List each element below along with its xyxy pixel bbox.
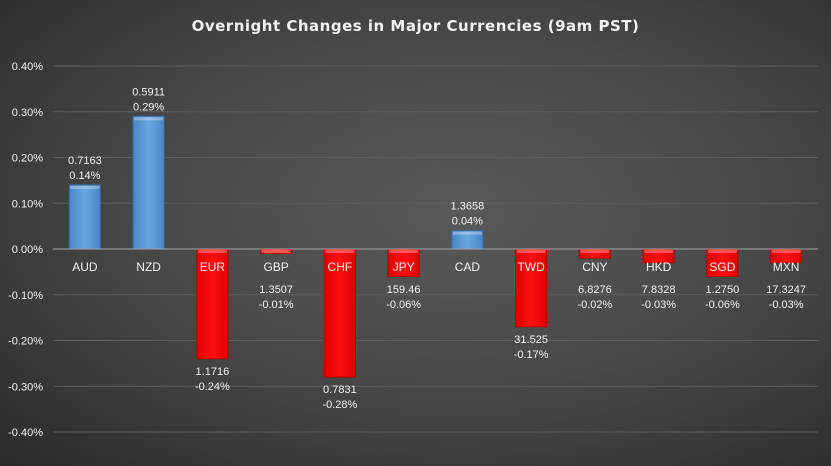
x-tick-label: AUD [72,260,98,274]
bar-highlight [707,250,737,253]
y-tick-label: -0.20% [8,336,43,348]
y-tick-label: 0.00% [12,244,43,256]
value-label: -0.01% [259,299,294,311]
y-tick-label: 0.20% [12,153,43,165]
x-tick-label: NZD [136,260,161,274]
rate-label: 0.7163 [68,155,102,167]
rate-label: 1.3507 [259,284,293,296]
value-label: -0.28% [322,399,357,411]
value-label: 0.14% [69,170,100,182]
bar-highlight [516,250,546,253]
x-tick-label: CHF [328,260,353,274]
bar-highlight [452,231,482,235]
rate-label: 1.3658 [451,201,485,213]
y-tick-label: -0.30% [8,381,43,393]
x-tick-label: CAD [455,260,481,274]
bar-highlight [197,250,227,253]
value-label: -0.06% [386,299,421,311]
bar-chf [323,248,356,378]
y-tick-label: -0.10% [8,290,43,302]
x-tick-label: GBP [263,260,288,274]
value-label: 0.29% [133,101,164,113]
value-label: -0.02% [577,299,612,311]
bar-highlight [261,250,291,253]
value-label: -0.17% [514,349,549,361]
rate-label: 7.8328 [642,284,676,296]
x-tick-label: TWD [517,260,545,274]
value-label: -0.03% [769,299,804,311]
y-tick-label: -0.40% [8,427,43,439]
x-tick-label: HKD [646,260,672,274]
value-label: -0.03% [641,299,676,311]
bar-highlight [325,250,355,253]
value-label: 0.04% [452,216,483,228]
bar-aud [68,184,101,250]
rate-label: 0.7831 [323,384,357,396]
rate-label: 0.5911 [132,86,165,98]
rate-label: 6.8276 [578,284,612,296]
bar-highlight [70,185,100,189]
x-tick-label: JPY [393,260,415,274]
x-tick-label: CNY [582,260,607,274]
bar-nzd [132,115,165,250]
x-tick-label: SGD [709,260,735,274]
value-label: -0.24% [195,381,230,393]
rate-label: 159.46 [387,284,421,296]
rate-label: 1.2750 [706,284,740,296]
rate-label: 1.1716 [196,366,230,378]
bar-highlight [134,117,164,121]
bar-twd [515,248,548,328]
rate-label: 17.3247 [766,284,806,296]
bar-highlight [644,250,674,253]
y-tick-label: 0.30% [12,107,43,119]
rate-label: 31.525 [514,334,548,346]
bar-highlight [771,250,801,253]
y-tick-label: 0.10% [12,198,43,210]
bar-highlight [389,250,419,253]
bar-sgd [706,248,739,277]
bar-highlight [580,250,610,253]
bar-jpy [387,248,420,277]
value-label: -0.06% [705,299,740,311]
y-tick-label: 0.40% [12,61,43,73]
x-tick-label: EUR [200,260,226,274]
x-tick-label: MXN [773,260,800,274]
chart-title: Overnight Changes in Major Currencies (9… [191,17,640,35]
